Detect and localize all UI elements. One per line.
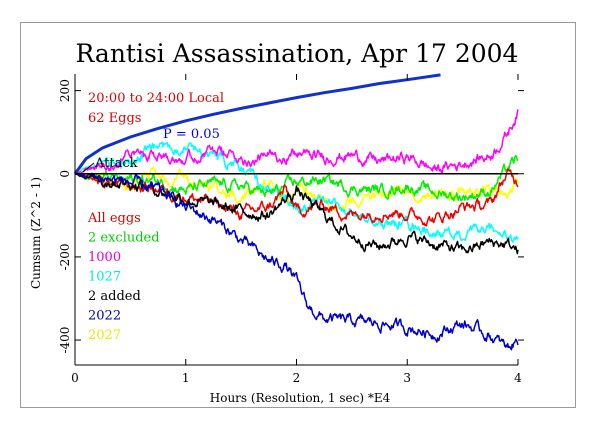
- legend-2027: 2027: [88, 328, 121, 343]
- y-axis-label: Cumsum (Z^2 - 1): [29, 177, 43, 289]
- legend-2-added: 2 added: [88, 289, 141, 304]
- annotation-62-eggs: 62 Eggs: [88, 111, 141, 126]
- legend-1027: 1027: [88, 270, 121, 285]
- series-1027: [74, 141, 519, 243]
- annotation-layer: 20:00 to 24:00 Local 62 Eggs P = 0.05 Attac…: [82, 91, 224, 173]
- x-tick-label-3: 3: [403, 371, 411, 385]
- x-tick-label-1: 1: [182, 371, 190, 385]
- legend-2-excluded: 2 excluded: [88, 231, 160, 246]
- y-tick-label-0: 0: [58, 170, 72, 178]
- annotation-p-0-05: P = 0.05: [163, 127, 220, 142]
- y-tick-label-200: -200: [58, 243, 72, 270]
- attack-marker-line: [82, 162, 95, 173]
- legend-1000: 1000: [88, 250, 121, 265]
- series-2022: [74, 172, 519, 351]
- annotation-20-00-to-24-00-local: 20:00 to 24:00 Local: [88, 91, 224, 106]
- chart-title: Rantisi Assassination, Apr 17 2004: [76, 39, 519, 68]
- series-layer: [73, 73, 519, 351]
- x-tick-label-2: 2: [293, 371, 301, 385]
- legend-2022: 2022: [88, 309, 121, 324]
- annotation-attack: Attack: [94, 156, 138, 171]
- x-axis-label: Hours (Resolution, 1 sec) *E4: [210, 391, 391, 405]
- series-p-0-05-curve: [73, 73, 441, 175]
- series-1000: [74, 109, 519, 175]
- x-tick-label-0: 0: [71, 371, 79, 385]
- series-all-eggs: [74, 168, 519, 227]
- axes-layer: 0 1 2 3 4 -400 -200 0 200: [58, 74, 524, 385]
- y-tick-label-400: -400: [58, 327, 72, 354]
- legend: All eggs 2 excluded 1000 1027 2 added 2022 202…: [87, 211, 160, 343]
- y-tick-label-200: 200: [58, 79, 72, 102]
- series-2-excluded: [74, 154, 519, 202]
- legend-all-eggs: All eggs: [87, 211, 141, 226]
- chart-frame: [20, 22, 576, 408]
- x-tick-label-4: 4: [514, 371, 522, 385]
